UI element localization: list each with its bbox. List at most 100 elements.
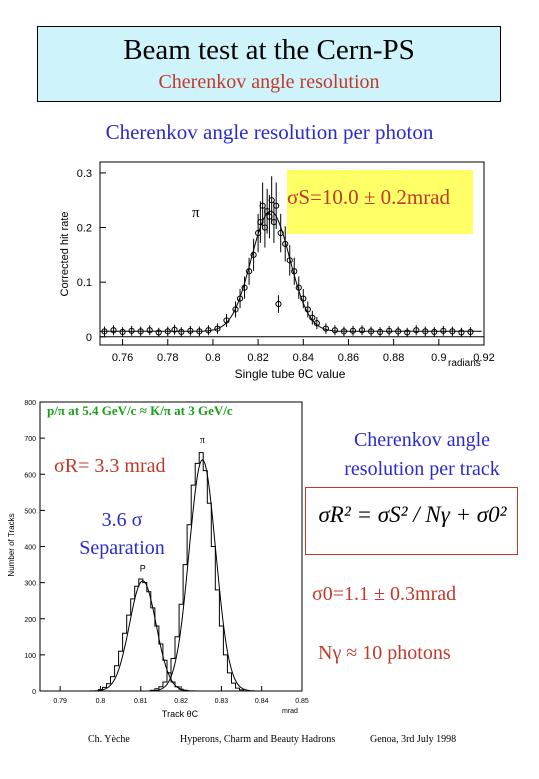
photon-resolution-chart: 00.10.20.3 0.76 0.78 0.8 0.82 0.84 0.86 0.88 0.…: [59, 161, 495, 381]
chart1-point: [431, 328, 438, 335]
pion-histogram: [150, 452, 245, 691]
chart1-x-tick-label: 0.76: [112, 352, 133, 364]
chart1-point: [458, 329, 465, 336]
chart1-x-ticks: 0.76 0.78 0.8 0.82 0.84 0.86 0.88 0.9 0.92: [112, 339, 495, 364]
chart1-point: [187, 327, 194, 334]
chart2-x-label: Track θC: [162, 709, 199, 719]
chart1-point: [119, 328, 126, 335]
n-gamma-value: Nγ ≈ 10 photons: [318, 642, 451, 664]
chart1-point: [413, 327, 420, 334]
chart2-y-tick-label: 800: [24, 400, 36, 407]
chart1-x-unit: radians: [448, 358, 481, 369]
resolution-formula: σR² = σS² / Nγ + σ0²: [318, 502, 507, 527]
chart2-y-tick-label: 0: [32, 689, 36, 696]
section2-heading: Cherenkov angle resolution per track: [322, 426, 522, 484]
chart1-point: [232, 306, 239, 313]
chart2-x-tick-label: 0.84: [255, 698, 269, 705]
sigma-s-highlight: [287, 170, 473, 234]
footer-author: Ch. Yèche: [88, 734, 130, 745]
pion-peak-label: π: [200, 435, 205, 446]
chart1-x-tick-label: 0.84: [293, 352, 314, 364]
chart1-y-tick-label: 0.3: [77, 168, 92, 180]
chart1-point: [171, 326, 178, 333]
chart2-x-tick-label: 0.79: [53, 698, 67, 705]
chart1-point: [440, 327, 447, 334]
chart1-point: [155, 329, 162, 336]
title-subtitle: Cherenkov angle resolution: [158, 71, 380, 93]
chart2-y-tick-label: 400: [24, 545, 36, 552]
chart1-frame: [99, 161, 485, 346]
chart1-point: [349, 327, 357, 334]
chart1-x-tick-label: 0.86: [338, 352, 359, 364]
chart1-y-label: Corrected hit rate: [59, 212, 71, 297]
chart2-x-ticks: 0.79 0.8 0.81 0.82 0.83 0.84 0.85: [53, 686, 309, 705]
title-main: Beam test at the Cern-PS: [123, 34, 415, 66]
chart1-point: [241, 284, 248, 291]
chart1-point: [273, 202, 280, 209]
separation-text: 3.6 σ Separation: [62, 506, 182, 562]
chart1-point: [277, 229, 284, 237]
chart1-point: [250, 251, 257, 258]
chart1-x-tick-label: 0.92: [473, 352, 494, 364]
chart2-x-tick-label: 0.82: [174, 698, 188, 705]
chart2-y-label: Number of Tracks: [7, 513, 16, 576]
chart1-point: [467, 328, 474, 335]
proton-histogram: [97, 578, 188, 691]
chart1-x-label: Single tube θC value: [235, 367, 346, 381]
chart1-x-tick-label: 0.88: [383, 352, 404, 364]
chart1-point: [178, 328, 185, 335]
chart1-point: [313, 320, 320, 327]
chart1-y-tick-label: 0.1: [77, 277, 92, 289]
title-box: Beam test at the Cern-PS Cherenkov angle…: [37, 26, 501, 102]
footer-conference: Hyperons, Charm and Beauty Hadrons: [180, 734, 336, 745]
pion-fit-curve: [149, 459, 256, 692]
section2-heading-line2: resolution per track: [344, 458, 500, 480]
chart1-x-tick-label: 0.8: [205, 352, 220, 364]
chart1-point: [110, 327, 117, 334]
sigma-s-value: σS=10.0 ± 0.2mrad: [287, 185, 451, 209]
pion-label: π: [192, 205, 200, 221]
chart1-point: [358, 327, 366, 334]
chart2-x-tick-label: 0.81: [134, 698, 148, 705]
section2-heading-line1: Cherenkov angle: [353, 429, 491, 451]
chart1-point: [214, 325, 221, 332]
beam-label: p/π at 5.4 GeV/c ≈ K/π at 3 GeV/c: [47, 403, 233, 418]
formula-box: σR² = σS² / Nγ + σ0²: [305, 487, 518, 555]
chart1-point: [386, 327, 393, 334]
chart2-y-tick-label: 300: [24, 581, 36, 588]
chart1-point: [128, 327, 135, 334]
chart2-y-tick-label: 700: [24, 436, 36, 443]
chart2-y-tick-label: 100: [24, 653, 36, 660]
chart1-y-tick-label: 0.2: [77, 223, 92, 235]
separation-line1: 3.6 σ: [101, 509, 143, 531]
chart1-point: [146, 327, 153, 334]
chart1-point: [404, 329, 411, 336]
chart2-y-ticks: 0 100 200 300 400 500 600 700 800: [24, 400, 45, 696]
track-resolution-chart: 0 100 200 300 400 500 600 700 800 0.79 0.8 0.81 0.8…: [7, 400, 309, 719]
chart1-point: [268, 197, 275, 204]
proton-fit-curve: [89, 580, 197, 692]
footer-place-date: Genoa, 3rd July 1998: [370, 734, 457, 745]
sigma-0-value: σ0=1.1 ± 0.3mrad: [312, 583, 457, 605]
chart1-x-tick-label: 0.82: [247, 352, 268, 364]
chart2-x-tick-label: 0.8: [96, 698, 106, 705]
sigma-r-value: σR= 3.3 mrad: [54, 455, 166, 477]
chart2-x-tick-label: 0.83: [215, 698, 229, 705]
chart1-y-ticks: 0 0.1 0.2 0.3: [77, 168, 484, 344]
separation-line2: Separation: [79, 537, 165, 559]
chart1-point: [376, 328, 384, 335]
chart2-y-tick-label: 600: [24, 472, 36, 479]
section1-heading: Cherenkov angle resolution per photon: [105, 120, 434, 144]
proton-peak-label: P: [140, 563, 146, 573]
chart1-point: [259, 202, 266, 209]
chart2-x-tick-label: 0.85: [295, 698, 309, 705]
chart2-x-unit: mrad: [282, 708, 298, 715]
chart2-y-tick-label: 200: [24, 617, 36, 624]
chart1-point: [300, 295, 307, 302]
chart1-y-tick-label: 0: [86, 332, 92, 344]
chart1-x-tick-label: 0.9: [431, 352, 446, 364]
chart1-fit-curve: [100, 210, 482, 332]
chart2-y-tick-label: 500: [24, 508, 36, 515]
chart1-x-tick-label: 0.78: [157, 352, 178, 364]
chart1-points: [101, 176, 474, 338]
